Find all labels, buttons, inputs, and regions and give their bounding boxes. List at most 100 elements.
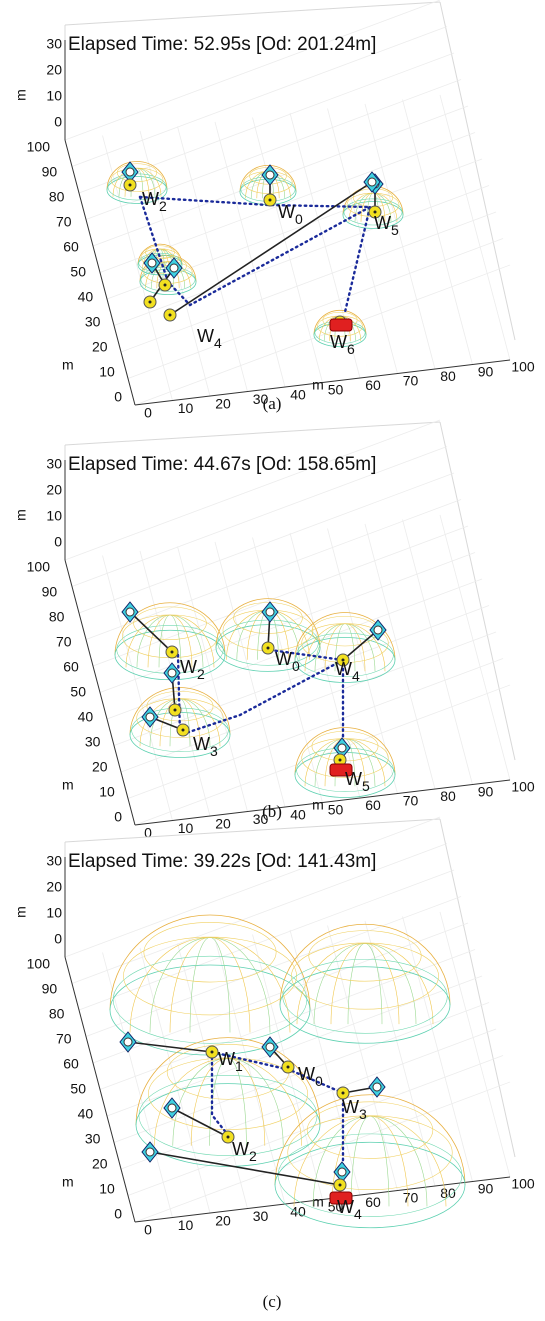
x-tick-label: 90: [478, 1180, 494, 1196]
waypoint-dot: [227, 1136, 230, 1139]
x-tick-label: 20: [215, 816, 231, 832]
sensor-center: [124, 1038, 132, 1046]
waypoint-letter: W: [374, 213, 391, 233]
panel-title: Elapsed Time: 52.95s [Od: 201.24m]: [68, 34, 376, 55]
y-tick-label: 90: [42, 981, 58, 997]
x-tick-label: 0: [144, 1222, 152, 1238]
y-tick-label: 0: [114, 1206, 122, 1222]
sensor-center: [146, 713, 154, 721]
x-tick-label: 40: [290, 1203, 306, 1219]
figure: Elapsed Time: 52.95s [Od: 201.24m]302010…: [0, 0, 545, 1321]
waypoint-index: 0: [295, 211, 303, 227]
dome-parallel: [307, 1102, 433, 1159]
sensor-center: [168, 669, 176, 677]
panel-caption: (c): [263, 1292, 282, 1311]
waypoint-label: W0: [298, 1064, 323, 1089]
x-axis-label: m: [312, 1194, 324, 1210]
y-axis-label: m: [62, 357, 74, 373]
x-tick-label: 90: [478, 783, 494, 799]
y-tick-label: 30: [85, 1131, 101, 1147]
x-tick-label: 60: [365, 1194, 381, 1210]
waypoint-letter: W: [232, 1139, 249, 1159]
y-tick-label: 80: [49, 1006, 65, 1022]
waypoint-label: W2: [232, 1139, 257, 1164]
panel-title: Elapsed Time: 44.67s [Od: 158.65m]: [68, 454, 376, 475]
sensor-center: [170, 264, 178, 272]
sensor-center: [338, 744, 346, 752]
x-tick-label: 90: [478, 363, 494, 379]
dome-parallel: [134, 607, 207, 640]
box-edge: [440, 2, 515, 340]
x-tick-label: 100: [511, 1176, 535, 1192]
sensor-center: [148, 259, 156, 267]
waypoint-letter: W: [298, 1064, 315, 1084]
z-tick-label: 30: [46, 456, 62, 472]
floor-grid: [365, 104, 435, 369]
tether: [343, 630, 378, 660]
x-tick-label: 80: [440, 788, 456, 804]
y-tick-label: 90: [42, 584, 58, 600]
z-tick-label: 0: [54, 114, 62, 130]
y-tick-label: 10: [99, 784, 115, 800]
floor-grid: [403, 917, 473, 1182]
waypoint-letter: W: [180, 657, 197, 677]
waypoint-index: 4: [214, 335, 222, 351]
y-tick-label: 80: [49, 609, 65, 625]
y-axis-label: m: [62, 1174, 74, 1190]
waypoint-label: W6: [330, 332, 355, 357]
dome-base: [110, 965, 310, 1055]
sensor-center: [374, 626, 382, 634]
waypoint-letter: W: [193, 734, 210, 754]
panel-caption: (b): [262, 802, 282, 821]
y-tick-label: 30: [85, 734, 101, 750]
z-tick-label: 30: [46, 853, 62, 869]
sensor-center: [126, 608, 134, 616]
x-tick-label: 50: [328, 802, 344, 818]
waypoint-letter: W: [335, 659, 352, 679]
y-tick-label: 60: [63, 659, 79, 675]
x-tick-label: 10: [178, 1217, 194, 1233]
floor-grid: [403, 100, 473, 365]
floor-grid: [178, 547, 248, 812]
floor-grid: [440, 515, 510, 780]
x-tick-label: 70: [403, 793, 419, 809]
z-tick-label: 0: [54, 931, 62, 947]
sensor-center: [266, 1043, 274, 1051]
waypoint-index: 2: [249, 1148, 257, 1164]
y-tick-label: 70: [56, 1031, 72, 1047]
waypoint-dot: [174, 709, 177, 712]
y-tick-label: 50: [70, 264, 86, 280]
waypoint-dot: [269, 199, 272, 202]
panel-title: Elapsed Time: 39.22s [Od: 141.43m]: [68, 851, 376, 872]
floor-grid: [253, 118, 323, 383]
x-tick-label: 40: [290, 806, 306, 822]
y-tick-label: 50: [70, 684, 86, 700]
y-tick-label: 50: [70, 1081, 86, 1097]
box-edge: [65, 422, 440, 445]
x-tick-label: 10: [178, 400, 194, 416]
waypoint-dot: [287, 1066, 290, 1069]
dome-meridian: [170, 938, 250, 1033]
sensor-center: [338, 1168, 346, 1176]
waypoint-index: 0: [292, 658, 300, 674]
dome-base: [280, 967, 450, 1044]
y-tick-label: 10: [99, 364, 115, 380]
floor-grid: [140, 551, 210, 816]
y-tick-label: 100: [27, 559, 51, 575]
floor-grid: [328, 926, 398, 1191]
waypoint-dot: [339, 1184, 342, 1187]
sensor-center: [168, 1104, 176, 1112]
waypoint-letter: W: [337, 1197, 354, 1217]
y-tick-label: 60: [63, 1056, 79, 1072]
waypoint-index: 3: [210, 743, 218, 759]
waypoint-dot: [342, 1092, 345, 1095]
y-tick-label: 40: [78, 289, 94, 305]
z-axis-label: m: [13, 89, 29, 101]
waypoint-dot: [339, 759, 342, 762]
z-axis-label: m: [13, 509, 29, 521]
x-tick-label: 50: [328, 382, 344, 398]
y-tick-label: 30: [85, 314, 101, 330]
z-axis-label: m: [13, 906, 29, 918]
waypoint-index: 6: [347, 341, 355, 357]
z-tick-label: 10: [46, 508, 62, 524]
